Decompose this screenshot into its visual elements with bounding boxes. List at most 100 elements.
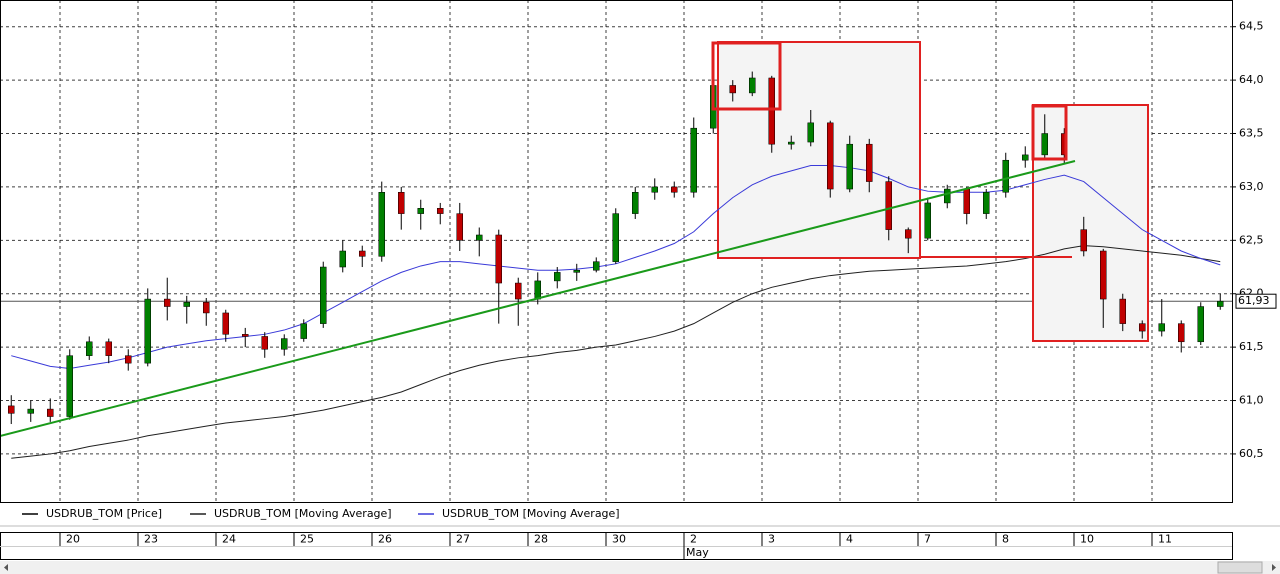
x-tick-label: 27 xyxy=(456,533,470,546)
candles xyxy=(8,69,1224,425)
last-price-label: 61,93 xyxy=(1238,294,1270,307)
y-tick-label: 60,5 xyxy=(1239,447,1264,460)
candle-body xyxy=(944,188,951,204)
y-tick-label: 64,5 xyxy=(1239,20,1264,33)
y-tick-label: 63,5 xyxy=(1239,127,1264,140)
candle-body xyxy=(125,355,132,364)
y-tick-label: 61,0 xyxy=(1239,394,1264,407)
candle-body xyxy=(534,280,541,300)
candle-body xyxy=(183,302,190,307)
candle-body xyxy=(690,127,697,193)
x-tick-label: 20 xyxy=(66,533,80,546)
legend-label: USDRUB_TOM [Moving Average] xyxy=(214,507,392,520)
candle-body xyxy=(456,213,463,241)
candle-body xyxy=(1022,154,1029,161)
y-axis: 60,561,061,562,062,563,063,564,064,561,9… xyxy=(1232,20,1277,460)
candle-body xyxy=(164,298,171,307)
candle-body xyxy=(1197,306,1204,343)
candle-body xyxy=(866,143,873,182)
y-tick-label: 63,0 xyxy=(1239,180,1264,193)
candle-body xyxy=(300,323,307,339)
candle-body xyxy=(86,341,93,356)
plot-border xyxy=(0,0,1233,503)
last-price-box xyxy=(1235,293,1277,309)
candle-body xyxy=(359,250,366,257)
candle-body xyxy=(671,186,678,193)
candle-body xyxy=(320,266,327,324)
candle-body xyxy=(339,250,346,268)
x-tick-label: 11 xyxy=(1158,533,1172,546)
x-tick-label: 23 xyxy=(144,533,158,546)
candle-body xyxy=(281,338,288,350)
candle-body xyxy=(924,202,931,239)
candle-body xyxy=(963,188,970,214)
legend-label: USDRUB_TOM [Moving Average] xyxy=(442,507,620,520)
candle-body xyxy=(417,208,424,214)
candle-body xyxy=(1217,300,1224,307)
y-tick-label: 64,0 xyxy=(1239,73,1264,86)
candle-body xyxy=(1178,323,1185,343)
candle-body xyxy=(437,208,444,214)
y-tick-label: 61,5 xyxy=(1239,340,1264,353)
candle-body xyxy=(144,298,151,364)
candle-body xyxy=(788,141,795,145)
candle-body xyxy=(398,192,405,214)
candle-body xyxy=(1119,298,1126,324)
month-label: May xyxy=(686,546,709,559)
x-tick-label: 4 xyxy=(846,533,853,546)
candle-body xyxy=(768,77,775,145)
candle-body xyxy=(27,408,34,414)
candle-body xyxy=(261,336,268,350)
candle-body xyxy=(632,192,639,214)
candle-body xyxy=(495,234,502,284)
moving-average xyxy=(11,245,1221,459)
scrollbar[interactable] xyxy=(0,561,1280,574)
grid xyxy=(0,0,1232,502)
candle-body xyxy=(1080,229,1087,252)
x-tick-label: 3 xyxy=(768,533,775,546)
x-tick-label: 30 xyxy=(612,533,626,546)
x-tick-label: 8 xyxy=(1002,533,1009,546)
candle-body xyxy=(1100,250,1107,300)
scroll-thumb[interactable] xyxy=(1217,561,1263,574)
x-tick-label: 7 xyxy=(924,533,931,546)
y-tick-label: 62,5 xyxy=(1239,233,1264,246)
candle-body xyxy=(47,408,54,417)
candle-body xyxy=(105,341,112,356)
candle-body xyxy=(554,272,561,282)
legend: USDRUB_TOM [Price] USDRUB_TOM [Moving Ave… xyxy=(22,507,620,520)
scroll-left[interactable] xyxy=(4,564,8,571)
candle-body xyxy=(515,282,522,300)
candle-body xyxy=(885,181,892,230)
candle-body xyxy=(651,186,658,193)
x-tick-label: 26 xyxy=(378,533,392,546)
candle-body xyxy=(8,405,15,414)
x-tick-label: 28 xyxy=(534,533,548,546)
candle-body xyxy=(476,234,483,241)
x-tick-label: 25 xyxy=(300,533,314,546)
trend-line xyxy=(0,160,1076,437)
candle-body xyxy=(242,334,249,337)
candle-body xyxy=(573,269,580,273)
candle-body xyxy=(593,261,600,271)
candle-body xyxy=(1139,323,1146,332)
candle-body xyxy=(905,229,912,239)
x-tick-label: 24 xyxy=(222,533,236,546)
candle-body xyxy=(1158,323,1165,332)
scroll-right[interactable] xyxy=(1272,564,1276,571)
candle-body xyxy=(612,213,619,262)
candle-body xyxy=(807,122,814,143)
candle-body xyxy=(729,85,736,94)
x-tick-label: 10 xyxy=(1080,533,1094,546)
candle-body xyxy=(1041,133,1048,156)
candle-body xyxy=(378,192,385,257)
annotation-box xyxy=(1032,104,1149,342)
candle-body xyxy=(749,77,756,94)
candle-body xyxy=(1002,159,1009,193)
candle-body xyxy=(827,122,834,190)
candle-body xyxy=(222,312,229,335)
annotation-box xyxy=(711,41,782,111)
candle-body xyxy=(983,192,990,214)
